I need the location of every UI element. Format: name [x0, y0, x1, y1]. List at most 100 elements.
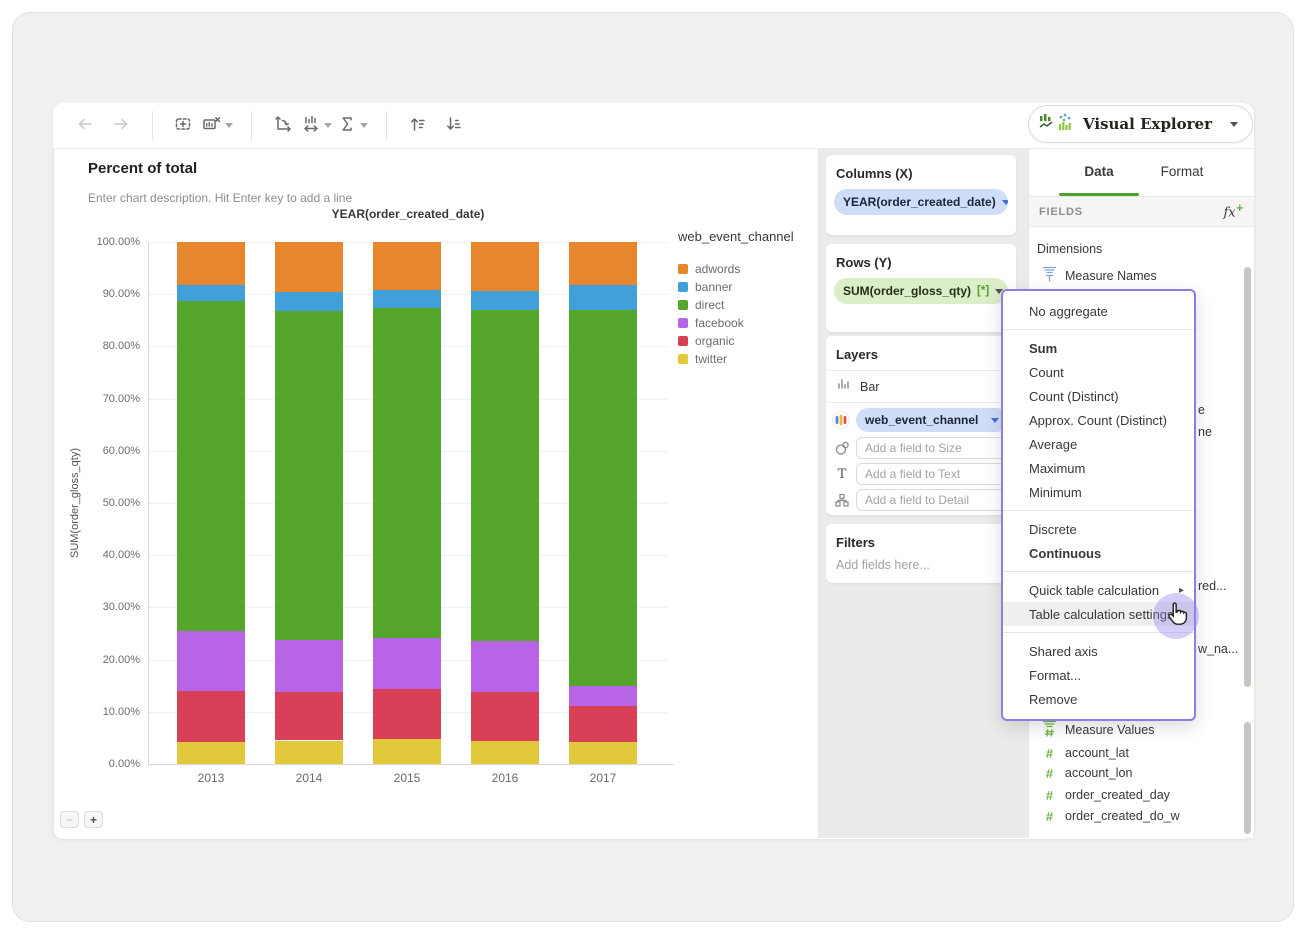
menu-item-average[interactable]: Average	[1003, 432, 1194, 456]
bar-segment-facebook-2015[interactable]	[373, 637, 441, 690]
field-item-account-lon[interactable]: # account_lon	[1041, 763, 1246, 783]
chart-description-placeholder[interactable]: Enter chart description. Hit Enter key t…	[88, 191, 353, 205]
menu-item-minimum[interactable]: Minimum	[1003, 480, 1194, 504]
legend-item-facebook[interactable]: facebook	[678, 315, 808, 331]
bar-segment-banner-2016[interactable]	[471, 290, 539, 311]
zoom-out-icon: −	[65, 812, 73, 827]
menu-item-table-calculation-settings[interactable]: Table calculation settings	[1003, 602, 1194, 626]
bar-segment-adwords-2013[interactable]	[177, 242, 245, 286]
menu-item-count-distinct[interactable]: Count (Distinct)	[1003, 384, 1194, 408]
text-field-input[interactable]: Add a field to Text	[856, 463, 1008, 485]
bar-segment-facebook-2017[interactable]	[569, 686, 637, 706]
menu-item-discrete[interactable]: Discrete	[1003, 517, 1194, 541]
filters-placeholder[interactable]: Add fields here...	[836, 558, 930, 572]
bar-segment-direct-2013[interactable]	[177, 300, 245, 631]
bar-segment-twitter-2014[interactable]	[275, 740, 343, 764]
menu-item-quick-table-calculation[interactable]: Quick table calculation ▸	[1003, 578, 1194, 602]
fields-scrollbar-thumb-lower[interactable]	[1244, 722, 1251, 834]
bar-segment-facebook-2016[interactable]	[471, 641, 539, 692]
bar-segment-organic-2014[interactable]	[275, 691, 343, 741]
measure-values-icon	[1041, 719, 1058, 742]
bar-segment-facebook-2013[interactable]	[177, 630, 245, 691]
bar-segment-organic-2017[interactable]	[569, 705, 637, 742]
bar-segment-twitter-2016[interactable]	[471, 741, 539, 764]
bar-orientation-icon	[300, 113, 322, 138]
clipped-field-fragment[interactable]: red...	[1198, 579, 1227, 593]
fields-scrollbar-thumb-upper[interactable]	[1244, 267, 1251, 687]
zoom-out-button[interactable]: −	[60, 811, 79, 828]
duplicate-chart-icon	[173, 113, 195, 138]
mark-type-row[interactable]: Bar	[826, 371, 1016, 403]
aggregate-sigma-icon	[336, 113, 358, 138]
rows-pill-sum-order-gloss-qty[interactable]: SUM(order_gloss_qty) [*]	[834, 278, 1008, 304]
bar-orientation-button[interactable]	[304, 111, 334, 141]
bar-segment-organic-2013[interactable]	[177, 690, 245, 742]
bar-segment-twitter-2015[interactable]	[373, 738, 441, 764]
menu-item-count[interactable]: Count	[1003, 360, 1194, 384]
menu-item-label: Quick table calculation	[1029, 582, 1160, 598]
bar-segment-organic-2015[interactable]	[373, 689, 441, 739]
visual-explorer-switcher[interactable]: Visual Explorer	[1028, 105, 1253, 143]
cursor-pointer-icon	[1164, 600, 1191, 632]
bar-segment-direct-2017[interactable]	[569, 309, 637, 687]
bar-segment-direct-2016[interactable]	[471, 310, 539, 642]
field-item-measure-values[interactable]: Measure Values	[1041, 720, 1246, 740]
rows-shelf: Rows (Y) SUM(order_gloss_qty) [*]	[826, 244, 1016, 332]
bar-segment-direct-2014[interactable]	[275, 311, 343, 640]
menu-divider	[1003, 510, 1194, 511]
duplicate-chart-button[interactable]	[169, 111, 199, 141]
legend-item-banner[interactable]: banner	[678, 279, 808, 295]
bar-segment-banner-2014[interactable]	[275, 291, 343, 312]
tab-data[interactable]: Data	[1084, 164, 1114, 179]
menu-item-continuous[interactable]: Continuous	[1003, 541, 1194, 565]
color-pill-web-event-channel[interactable]: web_event_channel	[856, 408, 1008, 432]
chart-title[interactable]: Percent of total	[88, 160, 198, 177]
bar-segment-banner-2017[interactable]	[569, 285, 637, 310]
bar-segment-adwords-2017[interactable]	[569, 242, 637, 286]
menu-item-remove[interactable]: Remove	[1003, 687, 1194, 711]
remove-chart-button[interactable]	[203, 111, 235, 141]
legend-item-twitter[interactable]: twitter	[678, 351, 808, 367]
tab-format[interactable]: Format	[1160, 164, 1204, 179]
bar-segment-adwords-2015[interactable]	[373, 242, 441, 291]
zoom-in-button[interactable]: +	[84, 811, 103, 828]
aggregate-sigma-button[interactable]	[340, 111, 370, 141]
y-tick-label: 0.00%	[108, 758, 140, 770]
size-field-input[interactable]: Add a field to Size	[856, 437, 1008, 459]
sort-descending-button[interactable]	[439, 111, 469, 141]
sort-ascending-icon	[407, 113, 429, 138]
bar-segment-organic-2016[interactable]	[471, 691, 539, 742]
menu-item-maximum[interactable]: Maximum	[1003, 456, 1194, 480]
menu-item-no-aggregate[interactable]: No aggregate	[1003, 299, 1194, 323]
clipped-field-fragment[interactable]: w_na...	[1198, 642, 1239, 656]
sort-ascending-button[interactable]	[403, 111, 433, 141]
bar-segment-banner-2013[interactable]	[177, 285, 245, 301]
forward-arrow-icon	[110, 113, 132, 138]
add-calculated-field-icon[interactable]: fx+	[1223, 202, 1244, 221]
menu-item-format[interactable]: Format...	[1003, 663, 1194, 687]
field-item-order-created-day[interactable]: # order_created_day	[1041, 785, 1246, 805]
field-item-account-lat[interactable]: # account_lat	[1041, 743, 1246, 763]
field-item-order-created-do-w[interactable]: # order_created_do_w	[1041, 806, 1246, 826]
legend-item-direct[interactable]: direct	[678, 297, 808, 313]
menu-item-shared-axis[interactable]: Shared axis	[1003, 639, 1194, 663]
bar-segment-adwords-2014[interactable]	[275, 242, 343, 292]
field-item-measure-names[interactable]: Measure Names	[1041, 266, 1241, 286]
legend-item-organic[interactable]: organic	[678, 333, 808, 349]
bar-segment-twitter-2013[interactable]	[177, 741, 245, 764]
swap-axes-button[interactable]	[268, 111, 298, 141]
clipped-field-fragment[interactable]: ne	[1198, 425, 1212, 439]
legend-item-adwords[interactable]: adwords	[678, 261, 808, 277]
columns-pill-year-order-created-date[interactable]: YEAR(order_created_date)	[834, 189, 1008, 215]
menu-item-approx-count-distinct[interactable]: Approx. Count (Distinct)	[1003, 408, 1194, 432]
bar-segment-twitter-2017[interactable]	[569, 741, 637, 764]
detail-field-input[interactable]: Add a field to Detail	[856, 489, 1008, 511]
rows-pill-label: SUM(order_gloss_qty)	[843, 284, 972, 298]
bar-segment-direct-2015[interactable]	[373, 308, 441, 638]
bar-segment-facebook-2014[interactable]	[275, 639, 343, 692]
clipped-field-fragment[interactable]: e	[1198, 403, 1205, 417]
bar-segment-banner-2015[interactable]	[373, 290, 441, 309]
menu-item-sum[interactable]: Sum	[1003, 336, 1194, 360]
toolbar-separator	[152, 110, 153, 141]
bar-segment-adwords-2016[interactable]	[471, 242, 539, 291]
